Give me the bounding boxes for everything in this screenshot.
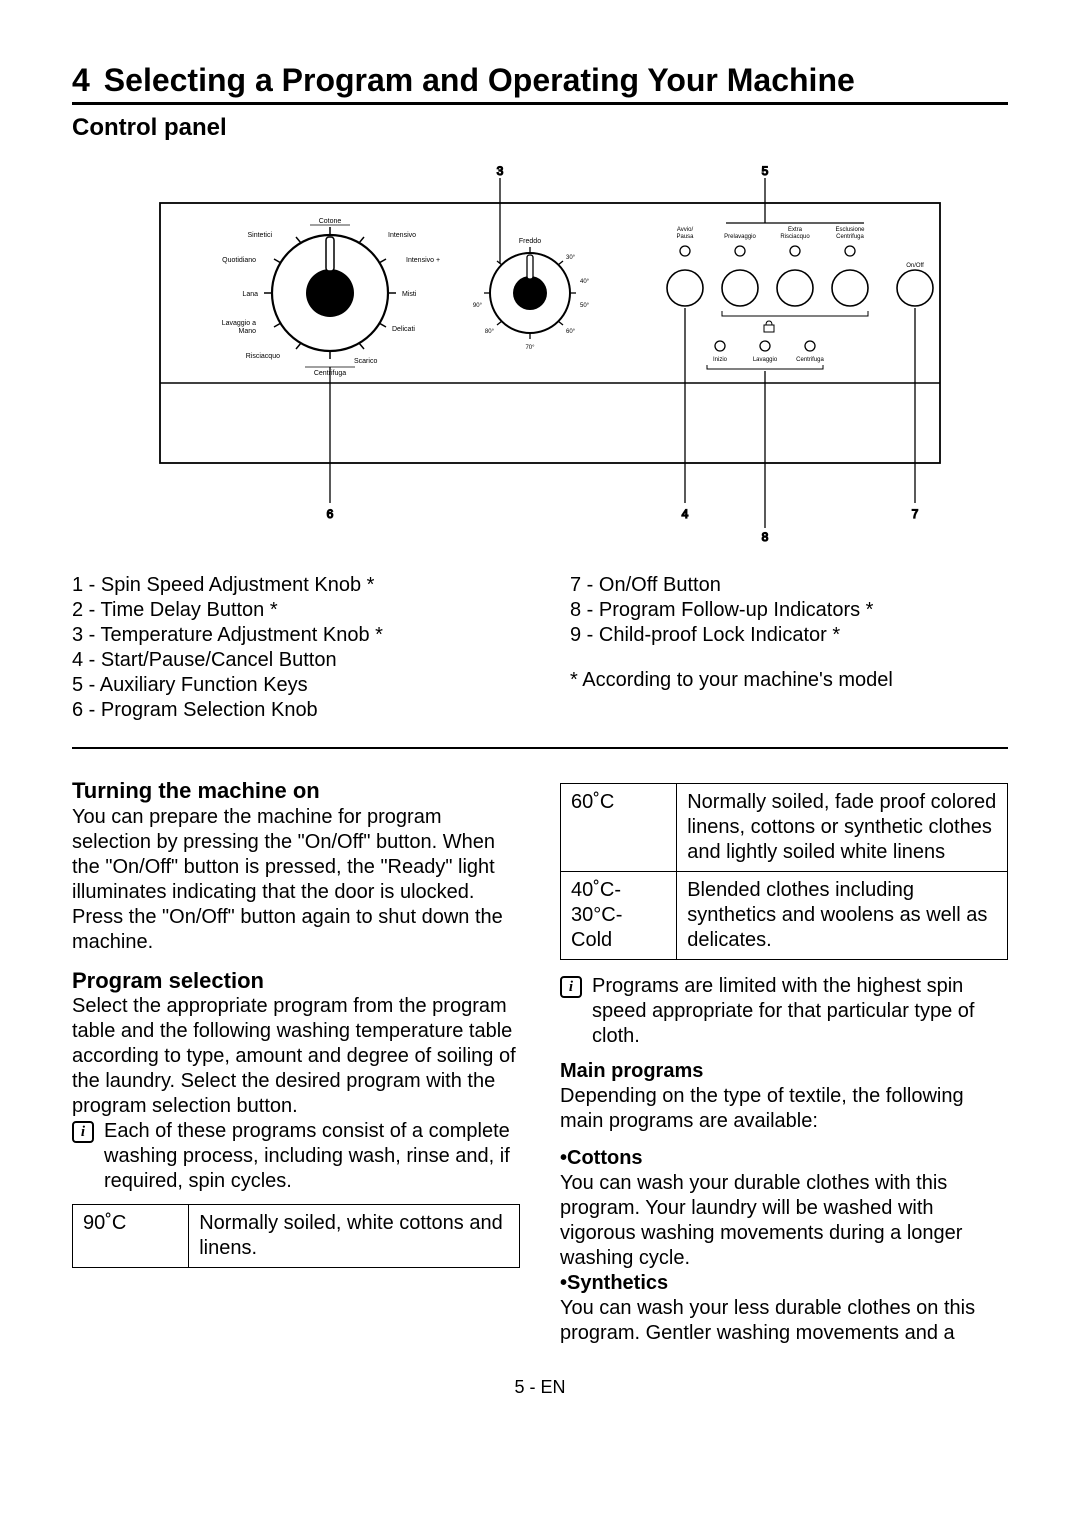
button-cluster: Avvio/ Pausa Prelavaggio Extra Risciacqu… [667, 227, 933, 369]
svg-text:Extra: Extra [788, 227, 803, 233]
temp-cell: 40˚C- 30°C- Cold [561, 872, 677, 960]
temp-cell: 90˚C [73, 1205, 189, 1268]
svg-text:80°: 80° [485, 329, 495, 335]
control-panel-heading: Control panel [72, 113, 1008, 143]
body-columns: Turning the machine on You can prepare t… [72, 773, 1008, 1346]
main-programs-text: Depending on the type of textile, the fo… [560, 1084, 1008, 1134]
temp-table-right: 60˚C Normally soiled, fade proof colored… [560, 783, 1008, 960]
legend-item: 9 - Child-proof Lock Indicator * [570, 623, 1008, 648]
svg-text:Scarico: Scarico [354, 358, 377, 365]
svg-text:3: 3 [497, 164, 504, 178]
section-title-text: Selecting a Program and Operating Your M… [104, 60, 855, 100]
table-row: 60˚C Normally soiled, fade proof colored… [561, 784, 1008, 872]
legend-right: 7 - On/Off Button 8 - Program Follow-up … [570, 573, 1008, 723]
control-panel-figure: Cotone Sintetici Intensivo Quotidiano In… [72, 163, 1008, 543]
svg-text:40°: 40° [580, 279, 590, 285]
svg-text:Sintetici: Sintetici [247, 232, 272, 239]
legend-item: 6 - Program Selection Knob [72, 698, 510, 723]
cottons-text: You can wash your durable clothes with t… [560, 1171, 1008, 1271]
legend-item: 8 - Program Follow-up Indicators * [570, 598, 1008, 623]
program-selection-text: Select the appropriate program from the … [72, 994, 520, 1119]
legend-item: 2 - Time Delay Button * [72, 598, 510, 623]
svg-text:Lana: Lana [242, 291, 258, 298]
legend-note: * According to your machine's model [570, 668, 1008, 693]
legend-item: 5 - Auxiliary Function Keys [72, 673, 510, 698]
desc-cell: Normally soiled, fade proof colored line… [677, 784, 1008, 872]
svg-text:Risciacquo: Risciacquo [246, 353, 280, 360]
info-note: i Programs are limited with the highest … [560, 974, 1008, 1049]
svg-text:90°: 90° [473, 303, 483, 309]
svg-text:50°: 50° [580, 303, 590, 309]
info-note: i Each of these programs consist of a co… [72, 1119, 520, 1194]
synthetics-text: You can wash your less durable clothes o… [560, 1296, 1008, 1346]
legend-item: 7 - On/Off Button [570, 573, 1008, 598]
svg-text:Pausa: Pausa [676, 234, 694, 240]
legend-item: 4 - Start/Pause/Cancel Button [72, 648, 510, 673]
svg-text:Intensivo: Intensivo [388, 232, 416, 239]
legend-left: 1 - Spin Speed Adjustment Knob * 2 - Tim… [72, 573, 510, 723]
desc-cell: Blended clothes including synthetics and… [677, 872, 1008, 960]
svg-text:Quotidiano: Quotidiano [222, 257, 256, 264]
svg-text:7: 7 [912, 507, 919, 521]
desc-cell: Normally soiled, white cottons and linen… [189, 1205, 520, 1268]
page-number: 5 - EN [72, 1376, 1008, 1399]
info-icon: i [560, 976, 582, 998]
program-selection-heading: Program selection [72, 967, 520, 995]
table-row: 40˚C- 30°C- Cold Blended clothes includi… [561, 872, 1008, 960]
divider [72, 747, 1008, 749]
svg-text:60°: 60° [566, 329, 576, 335]
svg-text:Mano: Mano [238, 328, 256, 335]
section-title: 4 Selecting a Program and Operating Your… [72, 60, 1008, 105]
table-row: 90˚C Normally soiled, white cottons and … [73, 1205, 520, 1268]
right-column: 60˚C Normally soiled, fade proof colored… [560, 773, 1008, 1346]
left-column: Turning the machine on You can prepare t… [72, 773, 520, 1346]
svg-text:Esclusione: Esclusione [835, 227, 865, 233]
temperature-knob-group: Freddo 30° 40° 50° 60° 70° 80° 90° [473, 238, 590, 351]
svg-text:Freddo: Freddo [519, 238, 541, 245]
svg-text:4: 4 [682, 507, 689, 521]
svg-text:Centrifuga: Centrifuga [796, 357, 824, 363]
info-text: Each of these programs consist of a comp… [104, 1119, 520, 1194]
svg-text:Risciacquo: Risciacquo [780, 234, 810, 240]
temp-cell: 60˚C [561, 784, 677, 872]
temp-table-left: 90˚C Normally soiled, white cottons and … [72, 1204, 520, 1268]
svg-text:Prelavaggio: Prelavaggio [724, 234, 756, 240]
svg-text:Delicati: Delicati [392, 326, 415, 333]
svg-text:Avvio/: Avvio/ [677, 227, 694, 233]
control-panel-svg: Cotone Sintetici Intensivo Quotidiano In… [130, 163, 950, 543]
svg-text:8: 8 [762, 530, 769, 543]
info-text: Programs are limited with the highest sp… [592, 974, 1008, 1049]
svg-text:70°: 70° [525, 345, 535, 351]
svg-text:Cotone: Cotone [319, 218, 342, 225]
svg-text:On/Off: On/Off [906, 263, 924, 269]
program-knob-group: Cotone Sintetici Intensivo Quotidiano In… [222, 218, 440, 377]
svg-text:Centrifuga: Centrifuga [836, 234, 864, 240]
turning-on-heading: Turning the machine on [72, 777, 520, 805]
svg-text:Lavaggio a: Lavaggio a [222, 320, 256, 327]
svg-text:30°: 30° [566, 255, 576, 261]
svg-text:5: 5 [762, 164, 769, 178]
cottons-heading: •Cottons [560, 1146, 1008, 1171]
section-number: 4 [72, 60, 90, 100]
svg-text:6: 6 [327, 507, 334, 521]
legend-item: 1 - Spin Speed Adjustment Knob * [72, 573, 510, 598]
turning-on-text: You can prepare the machine for program … [72, 805, 520, 955]
svg-text:Inizio: Inizio [713, 357, 728, 363]
legend-item: 3 - Temperature Adjustment Knob * [72, 623, 510, 648]
main-programs-heading: Main programs [560, 1059, 1008, 1084]
svg-text:Misti: Misti [402, 291, 417, 298]
synthetics-heading: •Synthetics [560, 1271, 1008, 1296]
legend-columns: 1 - Spin Speed Adjustment Knob * 2 - Tim… [72, 573, 1008, 723]
svg-text:Lavaggio: Lavaggio [753, 357, 778, 363]
info-icon: i [72, 1121, 94, 1143]
svg-text:Intensivo +: Intensivo + [406, 257, 440, 264]
